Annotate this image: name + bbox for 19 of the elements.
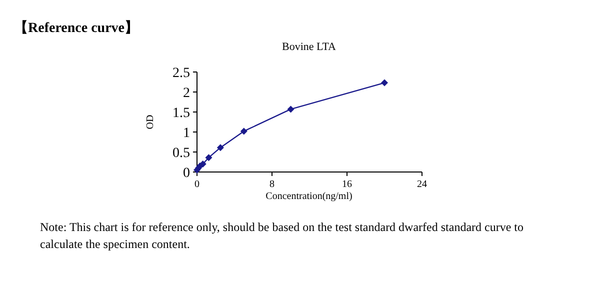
point <box>287 106 294 113</box>
y-tick-label: 0.5 <box>172 146 190 161</box>
y-tick-label: 2.5 <box>172 66 190 81</box>
point <box>216 144 224 152</box>
x-tick-label: 24 <box>417 179 427 190</box>
point <box>381 79 388 86</box>
y-tick-label: 2 <box>183 86 190 101</box>
text: 【Reference curve】 <box>14 20 139 36</box>
x-tick-label: 16 <box>342 179 352 190</box>
x-axis-title: Concentration(ng/ml) <box>266 191 352 202</box>
chart-title: Bovine LTA <box>282 41 336 53</box>
y-tick-label: 1.5 <box>172 106 190 121</box>
y-axis-title: OD <box>145 114 156 130</box>
y-tick-label: 1 <box>183 126 190 141</box>
text: Note: This chart is for reference only, should be based on the test standard dwarfed standard curve to calculate the specimen content. <box>40 220 524 251</box>
x-tick-label: 0 <box>194 179 200 190</box>
point <box>205 154 212 162</box>
point <box>240 128 248 135</box>
x-tick-label: 8 <box>270 179 274 190</box>
